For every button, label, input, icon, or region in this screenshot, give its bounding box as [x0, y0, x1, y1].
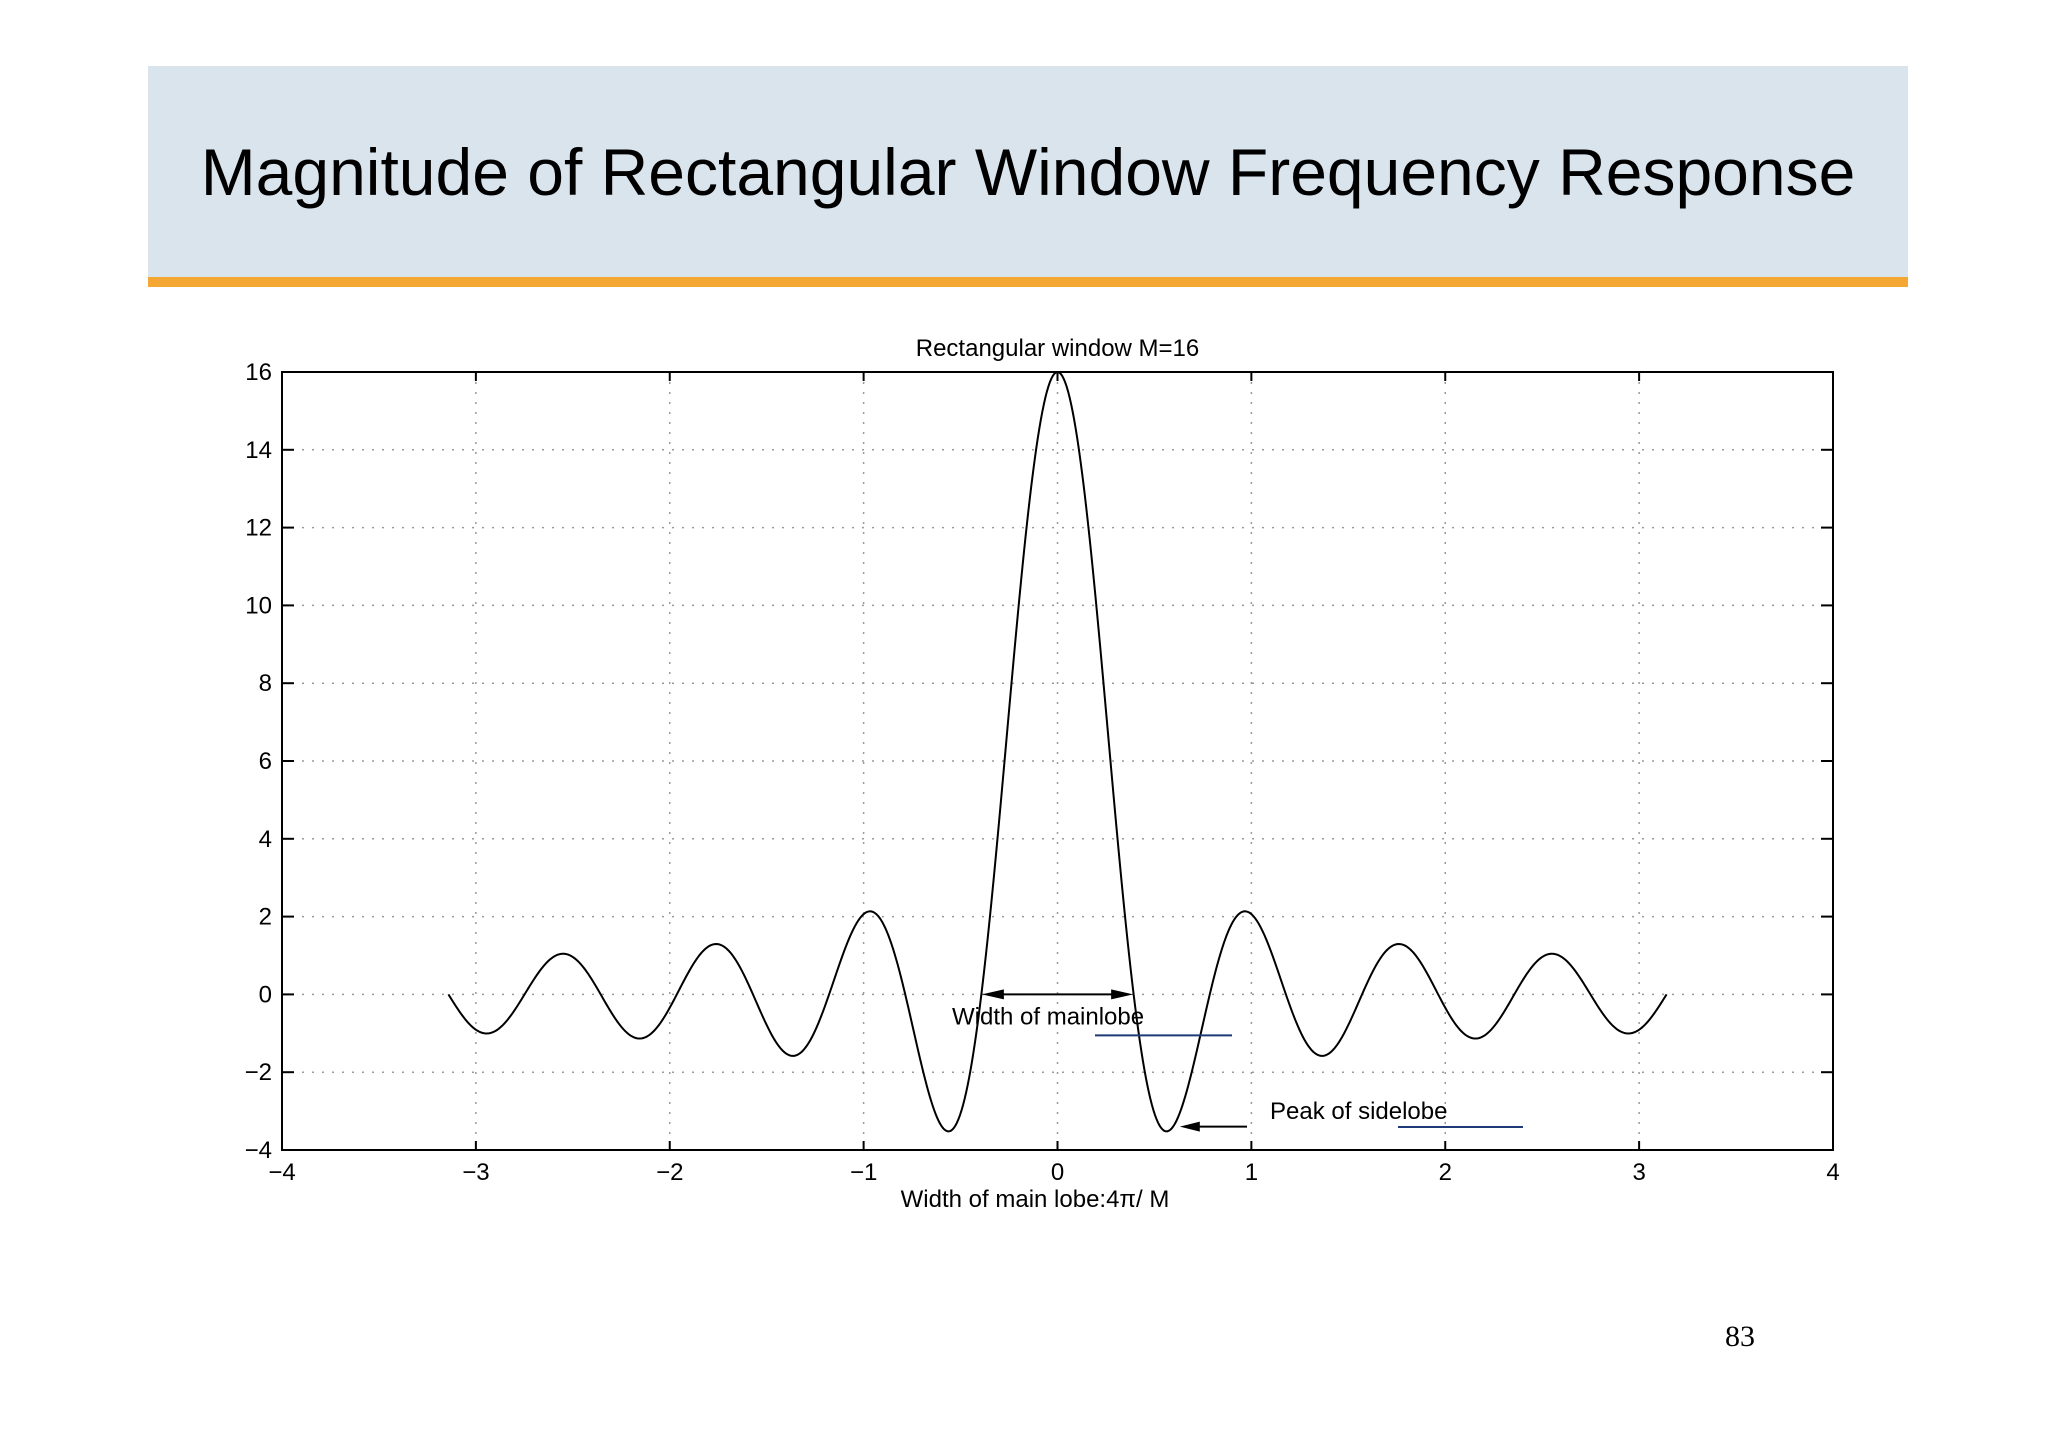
title-underline — [148, 277, 1908, 287]
y-tick-label: 6 — [259, 748, 272, 775]
x-tick-label: −4 — [268, 1159, 295, 1186]
mainlobe-label: Width of mainlobe — [952, 1003, 1144, 1030]
y-tick-label: −2 — [245, 1059, 272, 1086]
chart-title: Rectangular window M=16 — [916, 335, 1200, 362]
sidelobe-label: Peak of sidelobe — [1270, 1098, 1447, 1125]
mainlobe-label-plain: Width of ma — [952, 1003, 1081, 1030]
mainlobe-label-underlined: inlobe — [1080, 1003, 1144, 1030]
x-tick-label: 4 — [1826, 1159, 1839, 1186]
grid-layer — [282, 372, 1833, 1150]
sidelobe-label-underlined: sidelobe — [1358, 1098, 1447, 1125]
sidelobe-arrowhead — [1179, 1121, 1200, 1132]
mainlobe-annotation: Width of mainlobe — [952, 989, 1232, 1037]
page-number: 83 — [1725, 1320, 1755, 1353]
title-bar — [148, 66, 1908, 278]
x-axis-label: Width of main lobe:4π/ M — [901, 1186, 1170, 1213]
series-line — [447, 370, 1668, 1133]
y-tick-label: 2 — [259, 904, 272, 931]
sidelobe-annotation: Peak of sidelobe — [1179, 1098, 1523, 1132]
x-tick-label: 0 — [1051, 1159, 1064, 1186]
x-tick-label: 3 — [1632, 1159, 1645, 1186]
y-tick-label: 8 — [259, 670, 272, 697]
x-tick-label: −2 — [656, 1159, 683, 1186]
x-tick-label: −1 — [850, 1159, 877, 1186]
y-tick-label: 4 — [259, 826, 272, 853]
mainlobe-arrowhead-right — [1111, 989, 1134, 1000]
slide-title: Magnitude of Rectangular Window Frequenc… — [200, 135, 1856, 209]
x-tick-label: 1 — [1245, 1159, 1258, 1186]
y-tick-label: −4 — [245, 1137, 272, 1164]
x-tick-label: −3 — [462, 1159, 489, 1186]
y-tick-label: 12 — [245, 515, 272, 542]
x-tick-label: 2 — [1439, 1159, 1452, 1186]
mainlobe-arrowhead-left — [981, 989, 1004, 1000]
y-tick-label: 0 — [259, 981, 272, 1008]
sidelobe-label-plain: Peak of — [1270, 1098, 1358, 1125]
y-tick-label: 16 — [245, 359, 272, 386]
y-tick-label: 14 — [245, 437, 272, 464]
y-tick-label: 10 — [245, 592, 272, 619]
